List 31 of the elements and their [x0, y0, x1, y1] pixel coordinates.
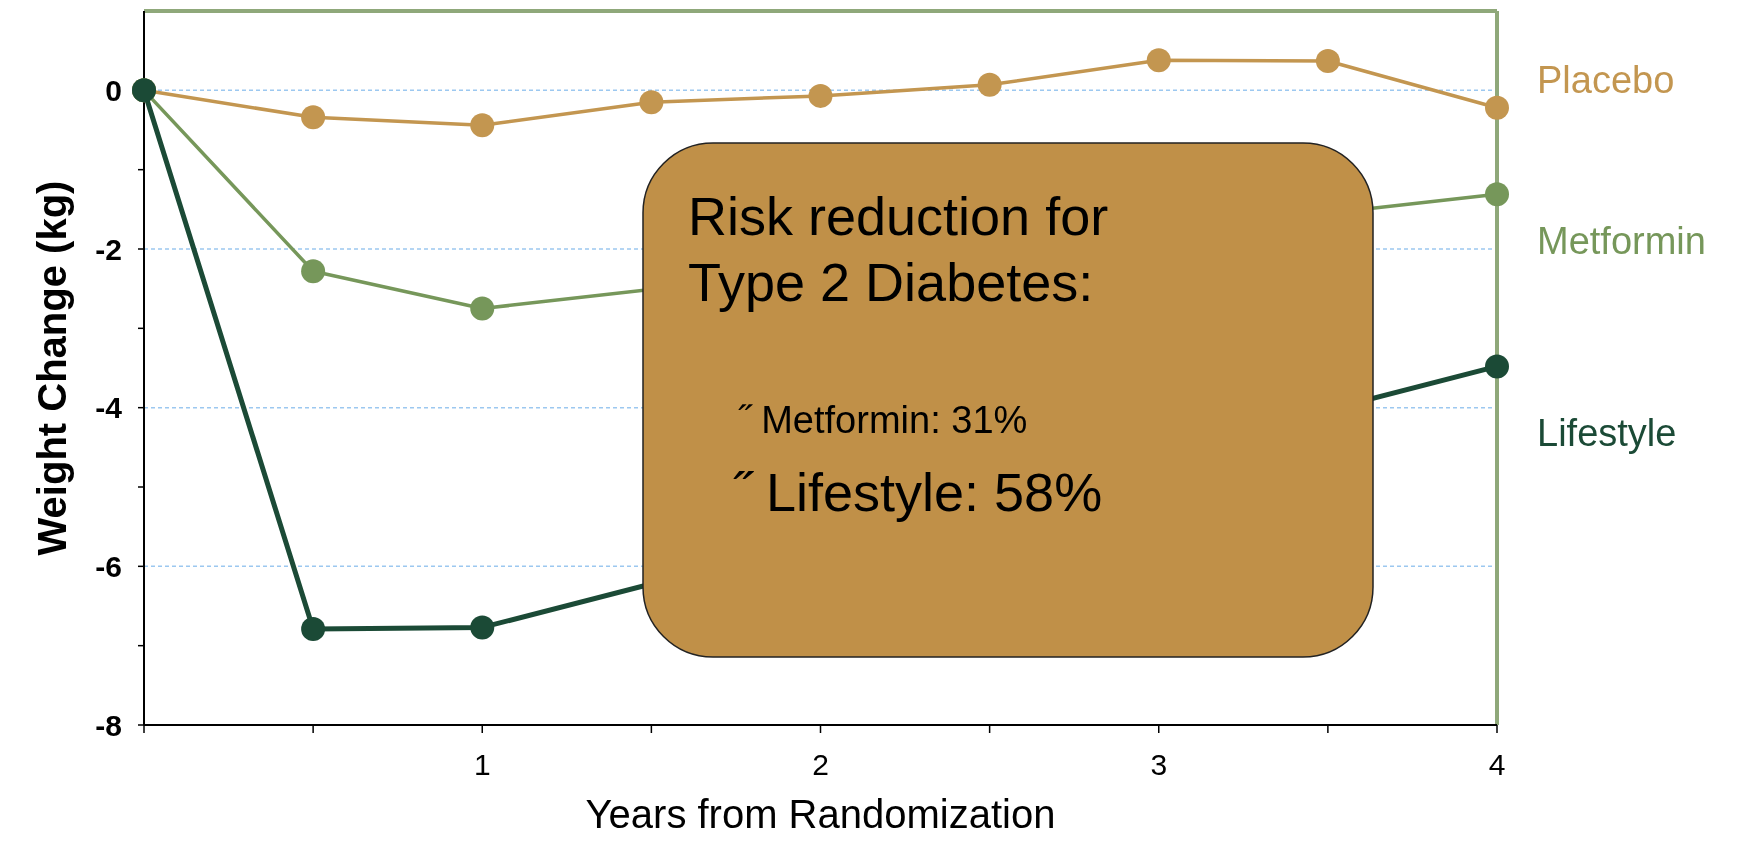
point: [301, 259, 326, 284]
point: [1485, 182, 1509, 207]
point: [1485, 354, 1509, 379]
y-tick-label: -4: [95, 391, 123, 425]
point: [470, 113, 495, 138]
series-label: Lifestyle: [1537, 412, 1677, 455]
y-tick-label: 0: [105, 73, 122, 107]
annotation: ˝ Lifestyle: 58%: [733, 462, 1103, 522]
y-tick-label: -2: [95, 232, 122, 266]
series-label: Metformin: [1537, 220, 1706, 263]
x-tick-label: 2: [812, 748, 829, 781]
point: [1485, 95, 1509, 120]
annotation: ˝ Metformin: 31%: [738, 399, 1028, 441]
y-axis-title: Weight Change (kg): [30, 180, 74, 556]
point: [470, 615, 495, 640]
annotation: Risk reduction for Type 2 Diabetes:: [688, 186, 1109, 312]
point: [1315, 48, 1340, 73]
point: [1146, 48, 1171, 73]
x-tick-label: 1: [473, 748, 491, 781]
y-tick-label: -8: [95, 708, 122, 742]
point: [639, 90, 664, 115]
point: [301, 105, 326, 130]
y-tick-label: -6: [95, 549, 122, 583]
point: [301, 617, 326, 642]
point: [808, 83, 833, 108]
x-tick-label: 4: [1488, 748, 1506, 781]
series-label: Placebo: [1537, 58, 1675, 101]
x-axis-title: Years from Randomization: [585, 792, 1056, 836]
point: [470, 296, 495, 321]
x-tick-label: 3: [1150, 748, 1168, 781]
point: [977, 72, 1002, 97]
